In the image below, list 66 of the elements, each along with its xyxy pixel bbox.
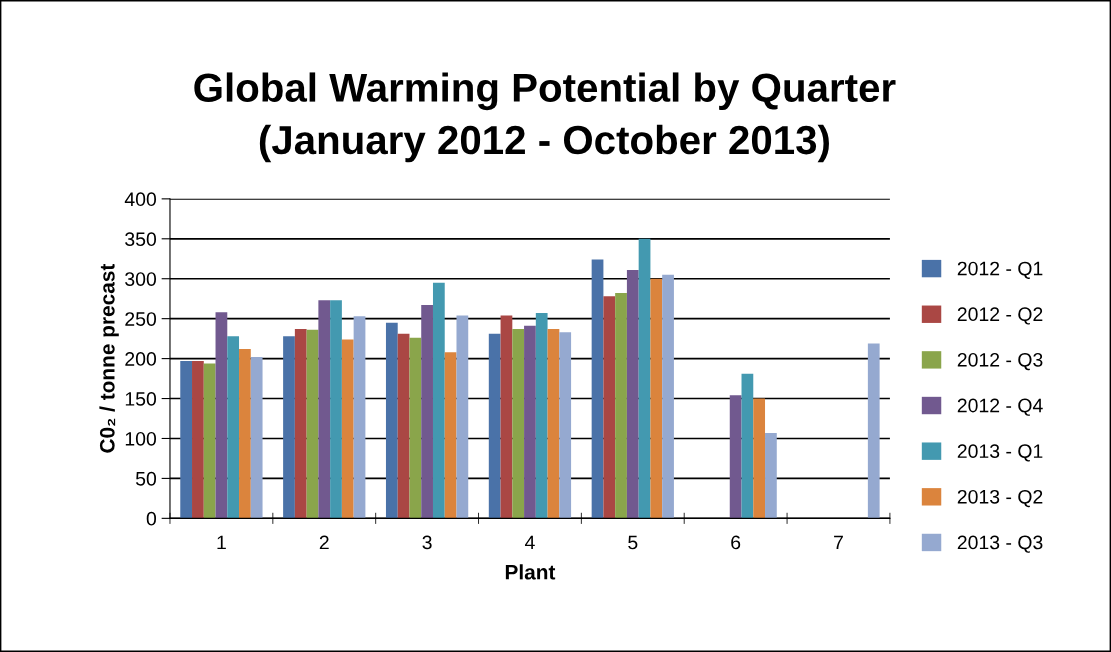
y-tick-label: 300 [125,272,157,286]
bar [741,373,754,519]
legend-label: 2012 - Q2 [957,307,1043,325]
bar [215,312,228,519]
bar [662,274,674,519]
bar [306,329,319,519]
x-tick-label: 5 [628,535,638,550]
y-axis-title: C0₂ / tonne precast [99,263,119,453]
bar [239,349,251,519]
x-tick-label: 4 [524,535,535,550]
bar [421,305,433,519]
bar [409,337,422,519]
bar [559,332,572,519]
bar [192,361,204,519]
x-axis-title: Plant [505,564,556,580]
legend-label: 2013 - Q3 [957,535,1043,553]
bar [500,315,513,519]
bar [456,315,469,519]
y-tick-label: 400 [124,192,157,207]
bar [650,278,663,519]
legend-label: 2012 - Q3 [957,352,1043,371]
bar [318,300,331,519]
legend-label: 2012 - Q4 [957,398,1043,416]
bar [330,300,342,519]
bar [203,363,216,519]
bar [524,325,536,519]
bar [488,333,501,519]
y-tick-label: 50 [135,471,157,486]
bar [512,329,525,519]
chart-title: Global Warming Potential by Quarter (January 2012 - October 2013) [194,72,896,163]
bar [626,269,639,519]
bar [283,336,295,519]
legend-label: 2012 - Q1 [957,261,1043,279]
x-tick-label: 6 [731,535,741,550]
legend-label: 2013 - Q2 [957,489,1043,508]
bar [250,357,263,519]
bar [385,322,398,519]
y-tick-label: 0 [146,511,157,526]
y-tick-label: 150 [125,392,157,406]
bar [638,238,651,519]
bar [753,398,766,519]
bar [432,282,445,519]
bar [341,339,354,519]
bar [180,361,193,519]
bar [615,293,627,519]
y-tick-label: 100 [125,431,157,446]
bar [765,432,777,519]
legend-label: 2013 - Q1 [957,444,1043,462]
bar [729,395,742,519]
bar [294,329,307,519]
bar [535,313,548,519]
bar [397,333,410,519]
x-tick-label: 7 [834,535,843,550]
y-tick-label: 250 [125,312,157,326]
y-tick-label: 350 [125,232,157,247]
bar [444,352,457,519]
y-tick-label: 200 [125,352,157,366]
x-tick-label: 3 [422,535,432,550]
bar [353,316,366,519]
bar [591,259,604,519]
x-tick-label: 1 [217,535,226,550]
x-tick-label: 2 [319,535,329,550]
bar [547,329,560,519]
bar [867,343,880,519]
bar [603,296,616,519]
bar [227,336,240,519]
